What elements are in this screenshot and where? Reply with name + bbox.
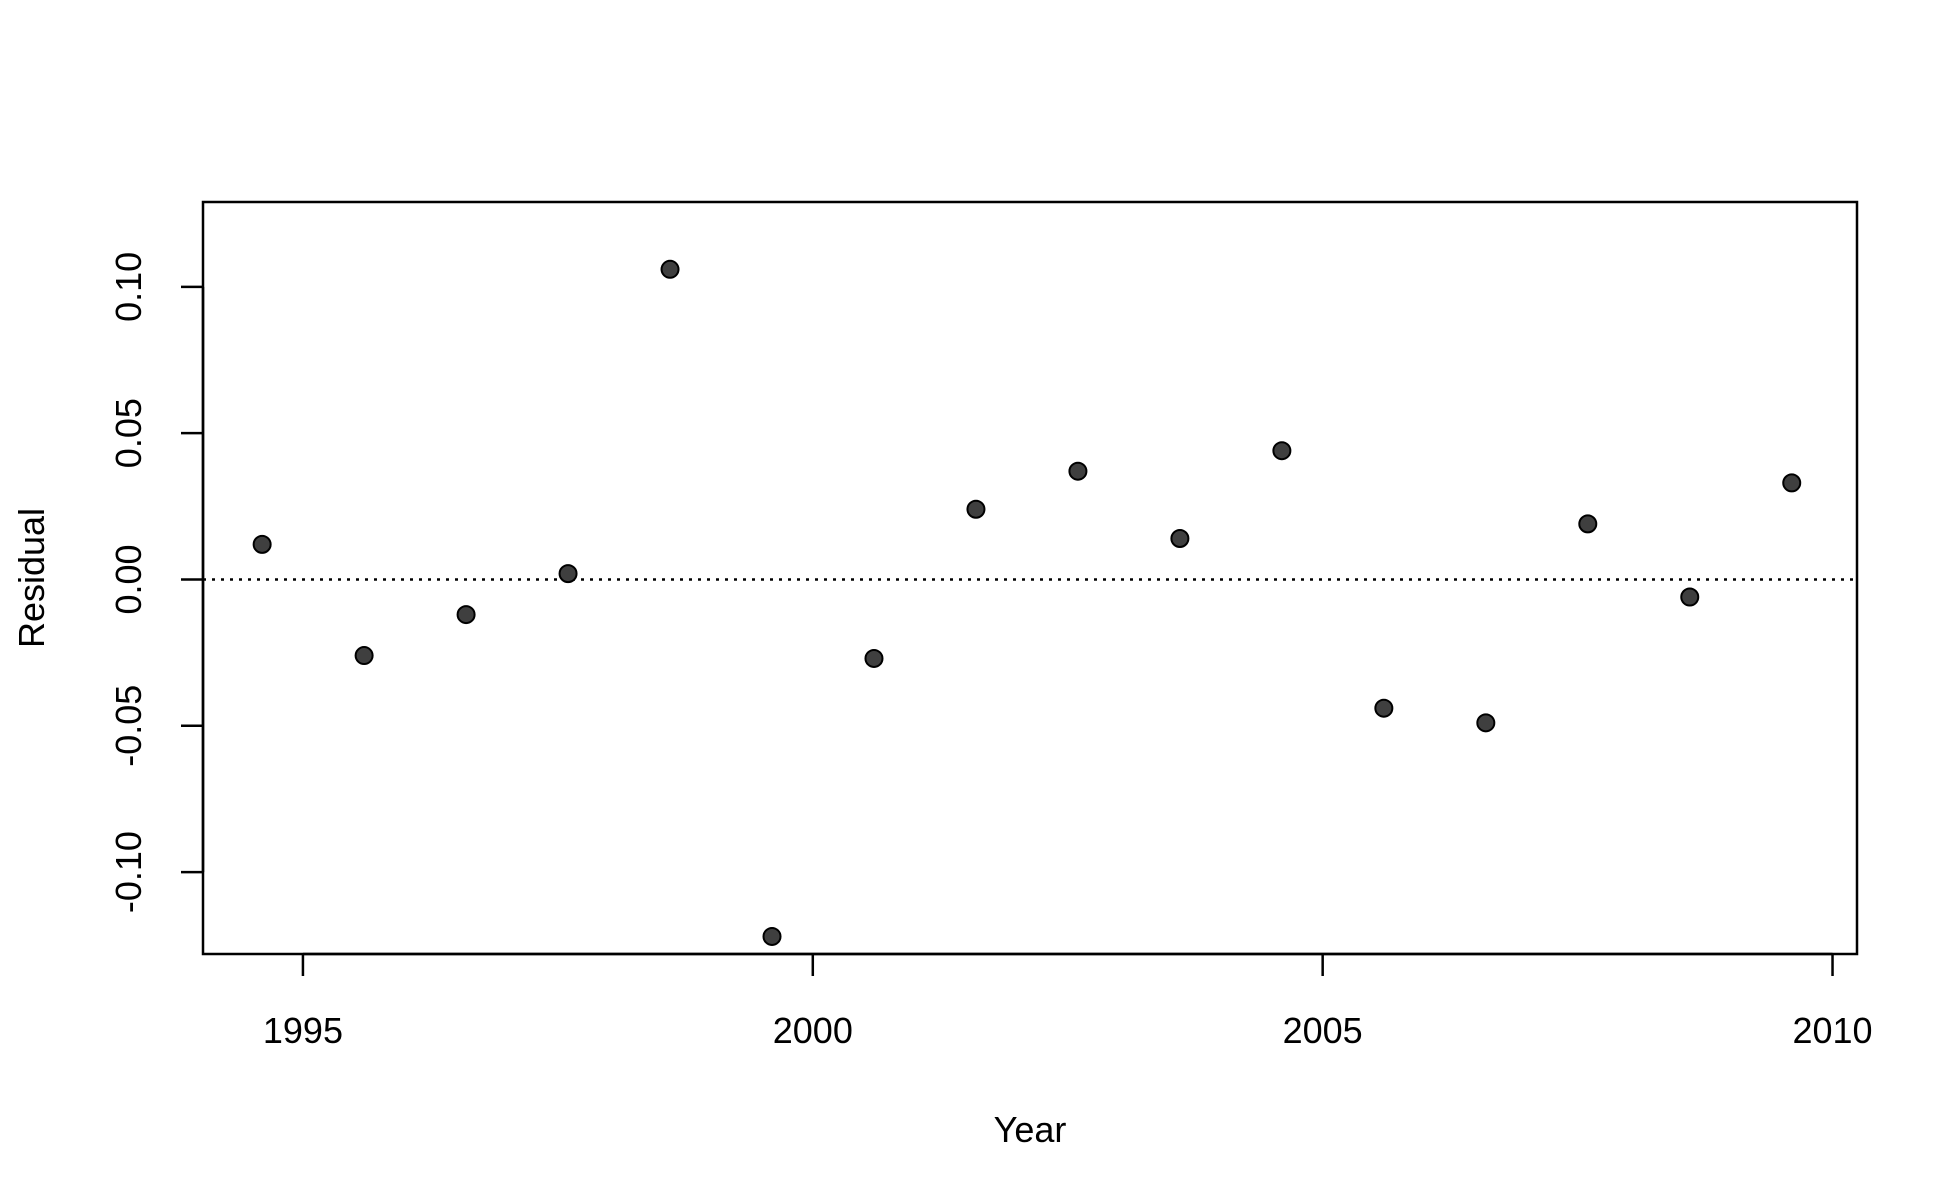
data-point-14: [1578, 514, 1598, 534]
y-tick-label-0.00: 0.00: [108, 544, 149, 614]
y-tick-label-0.10: 0.10: [108, 252, 149, 322]
data-point-7: [864, 648, 884, 668]
x-tick-label-1995: 1995: [263, 1010, 343, 1051]
x-tick-label-2005: 2005: [1283, 1010, 1363, 1051]
x-axis-title: Year: [994, 1109, 1067, 1150]
x-tick-label-2010: 2010: [1792, 1010, 1872, 1051]
data-point-5: [660, 259, 680, 279]
data-point-4: [558, 564, 578, 584]
y-tick-label--0.05: -0.05: [108, 685, 149, 767]
y-tick-label--0.10: -0.10: [108, 831, 149, 913]
data-point-11: [1272, 441, 1292, 461]
data-point-12: [1374, 698, 1394, 718]
y-axis-title: Residual: [11, 508, 52, 648]
data-point-13: [1476, 713, 1496, 733]
data-point-1: [252, 534, 272, 554]
data-point-10: [1170, 528, 1190, 548]
x-tick-label-2000: 2000: [773, 1010, 853, 1051]
data-point-15: [1680, 587, 1700, 607]
y-tick-label-0.05: 0.05: [108, 398, 149, 468]
data-point-6: [762, 926, 782, 946]
data-point-3: [456, 605, 476, 625]
data-point-8: [966, 499, 986, 519]
data-point-16: [1782, 473, 1802, 493]
data-point-2: [354, 646, 374, 666]
data-point-9: [1068, 461, 1088, 481]
